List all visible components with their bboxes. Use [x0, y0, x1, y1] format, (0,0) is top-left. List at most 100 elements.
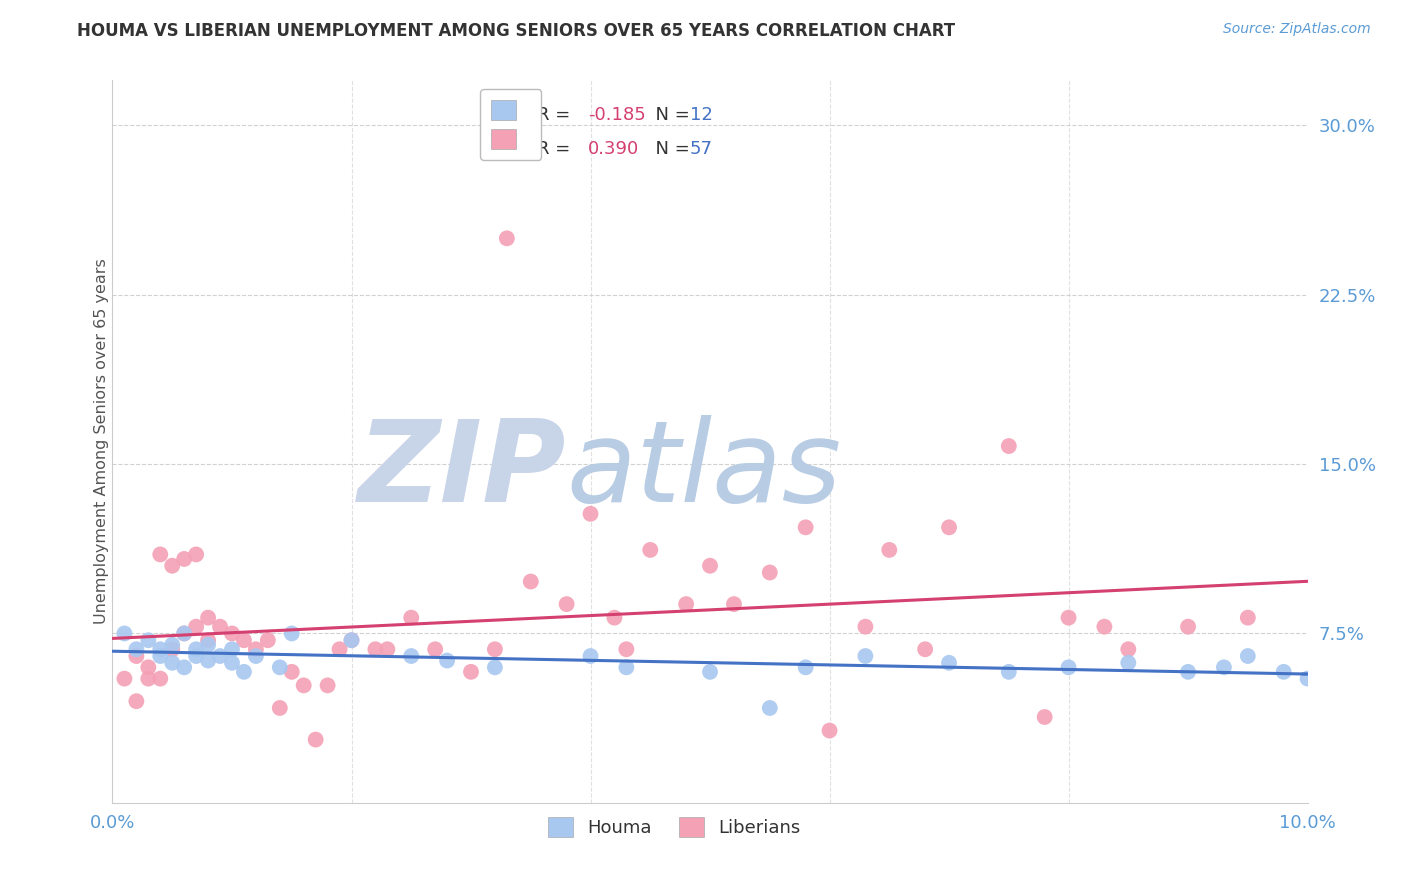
Text: N =: N = — [644, 106, 696, 124]
Text: Source: ZipAtlas.com: Source: ZipAtlas.com — [1223, 22, 1371, 37]
Point — [162, 638, 183, 652]
Point — [245, 642, 267, 657]
Y-axis label: Unemployment Among Seniors over 65 years: Unemployment Among Seniors over 65 years — [94, 259, 108, 624]
Point — [1177, 620, 1199, 634]
Point — [699, 665, 721, 679]
Point — [794, 660, 817, 674]
Point — [197, 638, 219, 652]
Point — [162, 642, 183, 657]
Point — [162, 656, 183, 670]
Point — [364, 642, 387, 657]
Point — [173, 552, 195, 566]
Text: ZIP: ZIP — [359, 415, 567, 526]
Point — [616, 660, 638, 674]
Point — [186, 642, 208, 657]
Point — [138, 672, 160, 686]
Point — [794, 520, 817, 534]
Point — [173, 626, 195, 640]
Point — [699, 558, 721, 573]
Point — [281, 665, 304, 679]
Text: R =: R = — [537, 140, 575, 158]
Point — [269, 701, 291, 715]
Point — [173, 626, 195, 640]
Legend: Houma, Liberians: Houma, Liberians — [540, 810, 808, 845]
Point — [879, 542, 901, 557]
Point — [114, 672, 135, 686]
Text: HOUMA VS LIBERIAN UNEMPLOYMENT AMONG SENIORS OVER 65 YEARS CORRELATION CHART: HOUMA VS LIBERIAN UNEMPLOYMENT AMONG SEN… — [77, 22, 956, 40]
Point — [149, 642, 172, 657]
Point — [125, 642, 148, 657]
Point — [484, 642, 506, 657]
Point — [221, 642, 243, 657]
Point — [640, 542, 662, 557]
Point — [186, 548, 208, 562]
Point — [233, 633, 256, 648]
Point — [603, 610, 626, 624]
Point — [269, 660, 291, 674]
Point — [616, 642, 638, 657]
Point — [1213, 660, 1236, 674]
Point — [221, 626, 243, 640]
Text: atlas: atlas — [567, 415, 842, 526]
Point — [723, 597, 745, 611]
Text: 12: 12 — [690, 106, 713, 124]
Text: -0.185: -0.185 — [588, 106, 645, 124]
Point — [138, 660, 160, 674]
Point — [914, 642, 936, 657]
Point — [1177, 665, 1199, 679]
Text: R =: R = — [537, 106, 575, 124]
Point — [186, 648, 208, 663]
Point — [221, 656, 243, 670]
Point — [197, 610, 219, 624]
Text: N =: N = — [644, 140, 696, 158]
Point — [425, 642, 447, 657]
Point — [292, 678, 315, 692]
Point — [186, 620, 208, 634]
Point — [1057, 610, 1080, 624]
Point — [340, 633, 363, 648]
Point — [316, 678, 339, 692]
Point — [579, 648, 602, 663]
Point — [1118, 656, 1140, 670]
Point — [759, 566, 782, 580]
Point — [484, 660, 506, 674]
Point — [209, 620, 232, 634]
Point — [818, 723, 841, 738]
Point — [855, 620, 877, 634]
Point — [460, 665, 482, 679]
Point — [1057, 660, 1080, 674]
Point — [173, 660, 195, 674]
Point — [436, 654, 458, 668]
Point — [257, 633, 280, 648]
Point — [938, 656, 960, 670]
Point — [281, 626, 304, 640]
Point — [1237, 610, 1260, 624]
Point — [1272, 665, 1295, 679]
Point — [377, 642, 399, 657]
Point — [125, 694, 148, 708]
Point — [938, 520, 960, 534]
Point — [1296, 672, 1319, 686]
Point — [1118, 642, 1140, 657]
Point — [114, 626, 135, 640]
Point — [998, 439, 1021, 453]
Point — [125, 648, 148, 663]
Point — [209, 648, 232, 663]
Text: 0.390: 0.390 — [588, 140, 640, 158]
Point — [401, 648, 423, 663]
Point — [675, 597, 697, 611]
Point — [1237, 648, 1260, 663]
Point — [305, 732, 328, 747]
Point — [579, 507, 602, 521]
Point — [1094, 620, 1116, 634]
Point — [555, 597, 578, 611]
Point — [855, 648, 877, 663]
Point — [138, 633, 160, 648]
Point — [1033, 710, 1056, 724]
Point — [245, 648, 267, 663]
Point — [149, 648, 172, 663]
Point — [197, 633, 219, 648]
Point — [149, 672, 172, 686]
Point — [401, 610, 423, 624]
Point — [197, 654, 219, 668]
